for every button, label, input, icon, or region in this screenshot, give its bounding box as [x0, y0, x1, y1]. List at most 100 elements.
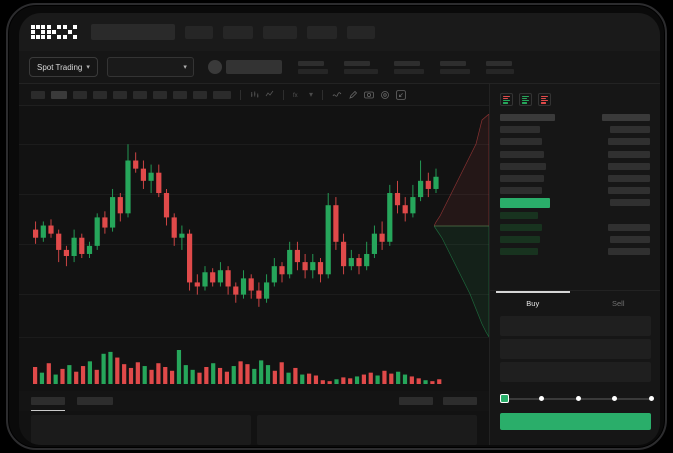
volume-chart[interactable] [19, 337, 489, 391]
tf-4h[interactable] [133, 90, 147, 99]
nav-item-4[interactable] [307, 25, 337, 39]
chart-toolbar: fx ▾ [19, 84, 489, 106]
orderbook-ask-row[interactable] [500, 125, 650, 134]
orderbook-bid-row-amount [608, 248, 650, 256]
stat-24h-change-label [343, 60, 370, 66]
orderbook-ask-row-price [500, 126, 540, 134]
stat-24h-volume-label [485, 60, 512, 66]
trading-mode-selector[interactable]: Spot Trading ▾ [29, 57, 98, 77]
tf-15m[interactable] [73, 90, 87, 99]
stat-24h-high-value [393, 68, 424, 74]
stat-24h-volume-value [485, 68, 514, 74]
drawing-pen-icon[interactable] [348, 90, 358, 100]
orderbook-last-price-row[interactable] [500, 197, 650, 208]
chart-options-chevron-icon[interactable]: ▾ [309, 89, 314, 99]
fullscreen-icon[interactable] [396, 89, 406, 100]
tf-5m[interactable] [51, 90, 67, 99]
orderbook-last-price-row-price [500, 197, 550, 208]
orderbook-ask-row[interactable] [500, 137, 650, 146]
slider-mark-50[interactable] [575, 396, 581, 401]
tab-sell[interactable]: Sell [576, 291, 661, 316]
orderbook-ask-row-price [500, 138, 542, 146]
bottom-panel-trades[interactable] [257, 415, 477, 445]
orderbook-mode-both-icon[interactable] [500, 93, 513, 106]
tf-1h[interactable] [113, 90, 127, 99]
tf-more[interactable] [213, 90, 231, 99]
orderbook-ask-row[interactable] [500, 186, 650, 195]
orderbook-bid-row-amount [608, 223, 650, 231]
orderbook-ask-row-price [500, 187, 542, 195]
tf-1mo[interactable] [193, 90, 207, 99]
order-price-field[interactable] [500, 316, 651, 336]
amount-percent-slider[interactable] [500, 394, 654, 404]
orderbook-ask-row-amount [608, 138, 650, 146]
stat-24h-volume [485, 60, 514, 74]
market-depth-overlay [434, 114, 489, 337]
orderbook-bid-row[interactable] [500, 223, 650, 232]
slider-mark-100[interactable] [649, 396, 654, 401]
orderbook-mode-asks-icon[interactable] [538, 93, 551, 106]
line-chart-icon[interactable] [265, 90, 274, 99]
stat-24h-low [439, 60, 470, 74]
place-buy-order-button[interactable] [500, 413, 651, 430]
tab-order-history[interactable] [77, 397, 113, 405]
orderbook-ask-row[interactable] [500, 174, 650, 183]
camera-icon[interactable] [364, 90, 374, 99]
candlestick-chart-icon[interactable] [250, 90, 259, 99]
orderbook-ask-row-price [500, 150, 544, 158]
orderbook-ask-row[interactable] [500, 162, 650, 171]
tf-1d[interactable] [153, 90, 167, 99]
indicators-icon[interactable]: fx [293, 90, 303, 99]
orderbook-bid-row[interactable] [500, 235, 650, 244]
tf-1w[interactable] [173, 90, 187, 99]
last-price-value [225, 60, 282, 74]
trading-pair-select[interactable]: ▾ [106, 57, 194, 77]
tab-buy[interactable]: Buy [490, 291, 576, 316]
trendline-icon[interactable] [332, 90, 342, 99]
nav-item-2[interactable] [223, 25, 253, 39]
orderbook-ask-row-amount [608, 162, 650, 170]
orderbook-ask-row-price [500, 162, 546, 170]
nav-item-1[interactable] [185, 25, 213, 39]
search-input[interactable] [91, 24, 175, 40]
price-chart[interactable] [19, 106, 489, 337]
orderbook-list[interactable] [490, 111, 660, 256]
stat-24h-high-label [393, 60, 420, 66]
svg-text:fx: fx [293, 93, 298, 99]
tf-1m[interactable] [31, 90, 45, 99]
slider-mark-25[interactable] [538, 396, 544, 401]
orderbook-ask-row-amount [608, 174, 650, 182]
tab-assets[interactable] [399, 397, 433, 405]
volume-series [33, 350, 442, 384]
tab-positions[interactable] [443, 397, 477, 405]
settings-gear-icon[interactable] [380, 90, 390, 100]
okx-logo-icon[interactable] [31, 25, 77, 40]
nav-item-3[interactable] [263, 25, 297, 39]
order-amount-field[interactable] [500, 339, 651, 359]
orderbook-mode-bids-icon[interactable] [519, 93, 532, 106]
stat-last-price-label [297, 60, 324, 66]
nav-item-5[interactable] [347, 25, 375, 39]
toolbar-divider [283, 89, 284, 100]
gridline-3 [19, 294, 489, 295]
orderbook-ask-row-amount [608, 150, 650, 158]
orderbook-bid-row-amount [610, 235, 650, 243]
orderbook-column-header-price [500, 114, 555, 121]
app-screen: Spot Trading ▾ ▾ [19, 13, 660, 445]
orderbook-column-header[interactable] [500, 113, 650, 122]
orderbook-ask-row[interactable] [500, 150, 650, 159]
orderbook-bid-row[interactable] [500, 247, 650, 256]
slider-handle[interactable] [500, 394, 509, 403]
bottom-panels [19, 411, 489, 445]
order-total-field[interactable] [500, 362, 651, 382]
tab-open-orders[interactable] [31, 397, 65, 411]
tf-30m[interactable] [93, 90, 107, 99]
orderbook-bid-row[interactable] [500, 211, 650, 220]
slider-mark-75[interactable] [612, 396, 618, 401]
candlestick-series [33, 144, 439, 307]
stat-24h-low-label [439, 60, 466, 66]
bottom-panel-orders[interactable] [31, 415, 251, 445]
orderbook-ask-row-amount [610, 126, 650, 134]
buy-sell-tabs: Buy Sell [490, 290, 660, 316]
